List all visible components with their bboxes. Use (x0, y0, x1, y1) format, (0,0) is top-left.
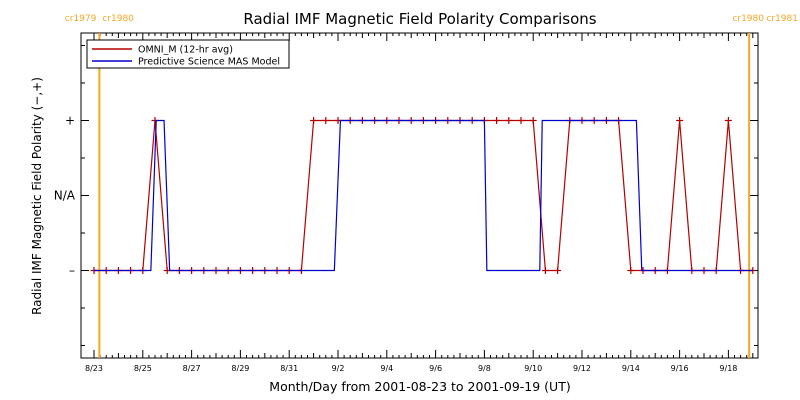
data-point (724, 117, 732, 124)
x-tick-label: 9/2 (332, 364, 345, 373)
data-point (676, 117, 684, 124)
data-point (529, 117, 537, 124)
x-tick-label: 9/12 (573, 364, 591, 373)
data-point (541, 267, 549, 274)
y-axis-label: Radial IMF Magnetic Field Polarity (−,+) (30, 77, 44, 315)
y-tick-label: + (65, 114, 75, 128)
data-point (627, 267, 635, 274)
carrington-label-left: cr1979 (65, 14, 97, 24)
x-tick-label: 9/10 (524, 364, 542, 373)
x-tick-label: 9/18 (719, 364, 737, 373)
series-line-1 (94, 119, 753, 272)
plot-frame (80, 32, 759, 359)
data-point (505, 117, 513, 124)
x-tick-label: 9/16 (671, 364, 689, 373)
x-tick-label: 8/29 (231, 364, 249, 373)
carrington-label-left: cr1980 (732, 14, 764, 24)
x-tick-label: 9/6 (429, 364, 442, 373)
x-tick-label: 9/8 (478, 364, 491, 373)
x-tick-label: 8/27 (183, 364, 201, 373)
legend-box (86, 39, 290, 69)
carrington-label-right: cr1981 (766, 14, 798, 24)
legend-entry-1: Predictive Science MAS Model (138, 57, 280, 68)
chart-title: Radial IMF Magnetic Field Polarity Compa… (243, 10, 596, 28)
legend-entry-0: OMNI_M (12-hr avg) (138, 45, 233, 56)
x-tick-label: 9/4 (380, 364, 393, 373)
data-point (517, 117, 525, 124)
series-line-0 (94, 119, 753, 272)
x-axis-label: Month/Day from 2001-08-23 to 2001-09-19 … (269, 379, 570, 394)
x-tick-label: 9/14 (622, 364, 640, 373)
data-point (493, 117, 501, 124)
y-tick-label: N/A (54, 189, 76, 203)
data-point (310, 117, 318, 124)
x-tick-label: 8/31 (280, 364, 298, 373)
y-tick-label: – (69, 264, 75, 278)
carrington-label-right: cr1980 (102, 14, 134, 24)
x-tick-label: 8/25 (134, 364, 152, 373)
data-point (554, 267, 562, 274)
x-tick-label: 8/23 (85, 364, 103, 373)
data-point (322, 117, 330, 124)
legend: OMNI_M (12-hr avg)Predictive Science MAS… (86, 39, 290, 69)
